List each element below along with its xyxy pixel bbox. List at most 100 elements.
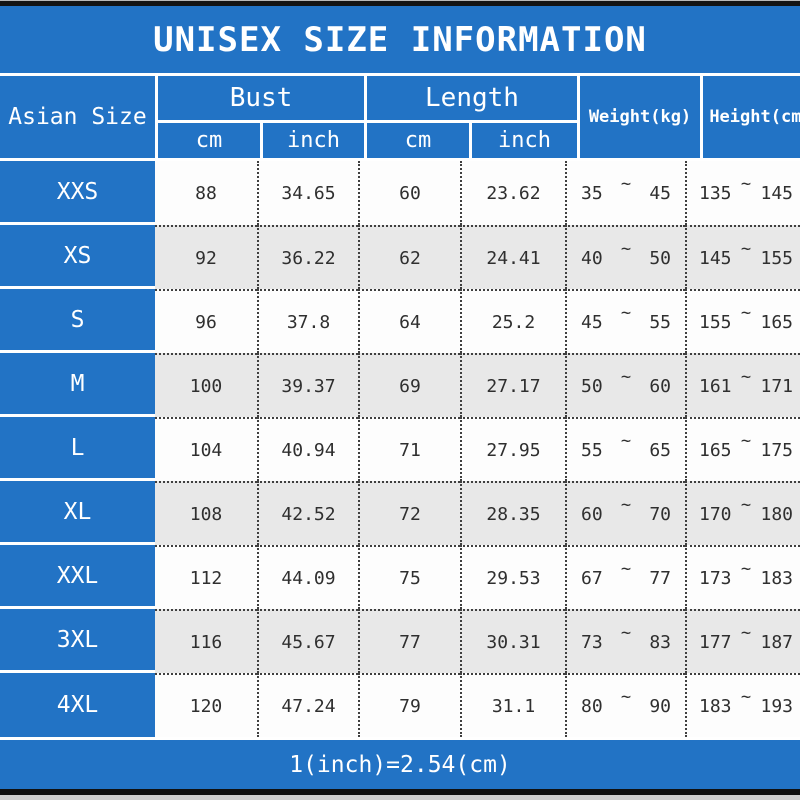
header-bust: Bust: [158, 76, 364, 120]
length-inch-value: 31.1: [460, 673, 565, 737]
weight-max: 45: [649, 182, 671, 204]
height-range: 170 ~ 180: [685, 481, 800, 545]
tilde-icon: ~: [740, 174, 752, 194]
height-range: 145 ~ 155: [685, 225, 800, 289]
title-band: UNISEX SIZE INFORMATION: [0, 6, 800, 73]
size-label: XS: [0, 225, 155, 289]
size-label: 4XL: [0, 673, 155, 737]
tilde-icon: ~: [740, 431, 752, 451]
header-length: Length: [367, 76, 577, 120]
height-min: 170: [699, 503, 732, 525]
length-cm-value: 64: [358, 289, 460, 353]
length-inch-value: 23.62: [460, 161, 565, 225]
table-row: XXS 88 34.65 60 23.62 35 ~ 45 135 ~ 145: [0, 161, 800, 225]
length-inch-value: 25.2: [460, 289, 565, 353]
table-row: XS 92 36.22 62 24.41 40 ~ 50 145 ~ 155: [0, 225, 800, 289]
tilde-icon: ~: [740, 559, 752, 579]
length-cm-value: 69: [358, 353, 460, 417]
weight-max: 65: [649, 439, 671, 461]
weight-range: 50 ~ 60: [565, 353, 685, 417]
bust-cm-value: 116: [155, 609, 257, 673]
weight-min: 40: [581, 247, 603, 269]
bust-cm-value: 92: [155, 225, 257, 289]
weight-min: 45: [581, 311, 603, 333]
tilde-icon: ~: [620, 174, 632, 194]
length-inch-value: 29.53: [460, 545, 565, 609]
bust-cm-value: 104: [155, 417, 257, 481]
length-cm-value: 62: [358, 225, 460, 289]
height-min: 173: [699, 567, 732, 589]
tilde-icon: ~: [740, 495, 752, 515]
size-label: XL: [0, 481, 155, 545]
bust-cm-value: 120: [155, 673, 257, 737]
page-title: UNISEX SIZE INFORMATION: [153, 19, 647, 60]
weight-min: 67: [581, 567, 603, 589]
length-inch-value: 28.35: [460, 481, 565, 545]
height-range: 155 ~ 165: [685, 289, 800, 353]
tilde-icon: ~: [740, 687, 752, 707]
tilde-icon: ~: [740, 239, 752, 259]
height-min: 145: [699, 247, 732, 269]
height-range: 135 ~ 145: [685, 161, 800, 225]
height-max: 180: [760, 503, 793, 525]
height-max: 165: [760, 311, 793, 333]
length-cm-value: 71: [358, 417, 460, 481]
bust-cm-value: 96: [155, 289, 257, 353]
height-max: 193: [760, 695, 793, 717]
bust-inch-value: 42.52: [257, 481, 358, 545]
weight-range: 35 ~ 45: [565, 161, 685, 225]
table-header: Asian Size Bust Length cm inch cm inch W…: [0, 76, 800, 161]
table-body: XXS 88 34.65 60 23.62 35 ~ 45 135 ~ 145 …: [0, 161, 800, 737]
height-range: 177 ~ 187: [685, 609, 800, 673]
tilde-icon: ~: [620, 431, 632, 451]
length-cm-value: 60: [358, 161, 460, 225]
weight-min: 60: [581, 503, 603, 525]
tilde-icon: ~: [620, 495, 632, 515]
table-row: 3XL 116 45.67 77 30.31 73 ~ 83 177 ~ 187: [0, 609, 800, 673]
weight-max: 55: [649, 311, 671, 333]
tilde-icon: ~: [740, 303, 752, 323]
table-row: XL 108 42.52 72 28.35 60 ~ 70 170 ~ 180: [0, 481, 800, 545]
height-range: 183 ~ 193: [685, 673, 800, 737]
bust-inch-value: 45.67: [257, 609, 358, 673]
weight-max: 77: [649, 567, 671, 589]
height-max: 183: [760, 567, 793, 589]
footer-band: 1(inch)=2.54(cm): [0, 740, 800, 789]
weight-max: 83: [649, 631, 671, 653]
bust-cm-value: 108: [155, 481, 257, 545]
bust-cm-value: 112: [155, 545, 257, 609]
weight-max: 50: [649, 247, 671, 269]
weight-max: 60: [649, 375, 671, 397]
bust-cm-value: 88: [155, 161, 257, 225]
header-bust-inch: inch: [263, 123, 364, 158]
weight-min: 55: [581, 439, 603, 461]
height-range: 173 ~ 183: [685, 545, 800, 609]
height-min: 177: [699, 631, 732, 653]
weight-range: 40 ~ 50: [565, 225, 685, 289]
height-min: 135: [699, 182, 732, 204]
weight-min: 80: [581, 695, 603, 717]
height-min: 165: [699, 439, 732, 461]
weight-range: 67 ~ 77: [565, 545, 685, 609]
size-label: XXL: [0, 545, 155, 609]
footer-separator: [0, 737, 800, 740]
weight-min: 50: [581, 375, 603, 397]
bust-cm-value: 100: [155, 353, 257, 417]
weight-range: 80 ~ 90: [565, 673, 685, 737]
tilde-icon: ~: [620, 367, 632, 387]
top-border-bar: [0, 0, 800, 6]
height-max: 175: [760, 439, 793, 461]
length-cm-value: 72: [358, 481, 460, 545]
header-length-inch: inch: [472, 123, 577, 158]
title-separator: [0, 73, 800, 76]
tilde-icon: ~: [740, 623, 752, 643]
length-cm-value: 77: [358, 609, 460, 673]
height-max: 171: [760, 375, 793, 397]
weight-range: 60 ~ 70: [565, 481, 685, 545]
table-row: 4XL 120 47.24 79 31.1 80 ~ 90 183 ~ 193: [0, 673, 800, 737]
tilde-icon: ~: [620, 559, 632, 579]
height-range: 165 ~ 175: [685, 417, 800, 481]
length-inch-value: 27.95: [460, 417, 565, 481]
bottom-border-bar: [0, 789, 800, 795]
